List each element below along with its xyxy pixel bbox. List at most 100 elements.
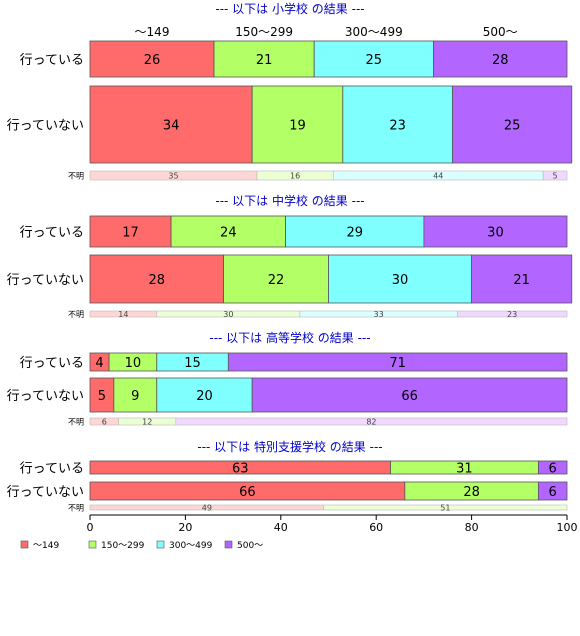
panel-title: --- 以下は 中学校 の結果 --- <box>215 193 364 208</box>
data-label: 34 <box>163 119 180 134</box>
bar-segment <box>170 215 286 248</box>
data-label: 63 <box>232 462 249 477</box>
panel-title: --- 以下は 特別支援学校 の結果 --- <box>197 439 382 454</box>
bar-segment <box>213 40 315 78</box>
row-label: 行っている <box>20 53 84 68</box>
data-label: 5 <box>553 172 558 181</box>
data-label: 15 <box>184 356 201 371</box>
data-label: 25 <box>366 53 383 68</box>
bar-segment <box>113 377 158 413</box>
bar-segment <box>328 254 473 304</box>
legend-swatch <box>20 540 29 549</box>
bar-segment <box>542 170 568 181</box>
bar-segment <box>227 352 568 372</box>
bar-segment <box>285 215 425 248</box>
bar-segment <box>537 481 568 501</box>
row-label: 不明 <box>68 418 84 427</box>
top-category-label: 150～299 <box>235 25 293 39</box>
data-label: 5 <box>98 389 106 404</box>
bar-segment <box>452 85 573 164</box>
data-label: 24 <box>220 226 237 241</box>
row-label: 行っていない <box>7 485 84 500</box>
data-label: 21 <box>513 273 530 288</box>
legend-label: 150～299 <box>101 541 145 551</box>
legend-swatch <box>88 540 97 549</box>
top-category-label: 300～499 <box>345 25 403 39</box>
bar-segment <box>433 40 568 78</box>
data-label: 6 <box>102 418 107 427</box>
x-tick-label: 80 <box>465 521 479 534</box>
data-label: 21 <box>256 53 273 68</box>
bar-segment <box>175 417 568 426</box>
legend-label: ～149 <box>33 541 59 551</box>
data-label: 31 <box>456 462 473 477</box>
data-label: 26 <box>144 53 161 68</box>
data-label: 12 <box>142 418 152 427</box>
bar-segment <box>89 85 253 164</box>
data-label: 66 <box>239 485 256 500</box>
data-label: 28 <box>463 485 480 500</box>
x-tick-label: 20 <box>178 521 192 534</box>
legend-label: 300～499 <box>169 541 213 551</box>
bar-segment <box>89 40 215 78</box>
x-tick-label: 60 <box>369 521 383 534</box>
row-label: 不明 <box>68 310 84 319</box>
data-label: 23 <box>507 310 517 319</box>
bar-segment <box>537 460 568 475</box>
bar-segment <box>471 254 573 304</box>
data-label: 30 <box>392 273 409 288</box>
x-tick-label: 100 <box>557 521 578 534</box>
data-label: 4 <box>95 356 103 371</box>
row-label: 行っていない <box>7 273 84 288</box>
data-label: 14 <box>118 310 128 319</box>
data-label: 17 <box>122 226 139 241</box>
bar-segment <box>323 504 568 511</box>
data-label: 71 <box>389 356 406 371</box>
bar-segment <box>423 215 568 248</box>
data-label: 44 <box>433 172 443 181</box>
x-tick-label: 40 <box>274 521 288 534</box>
data-label: 9 <box>131 389 139 404</box>
row-label: 行っている <box>20 226 84 241</box>
data-label: 23 <box>389 119 406 134</box>
top-category-label: 500～ <box>483 25 518 39</box>
data-label: 29 <box>346 226 363 241</box>
row-label: 行っていない <box>7 119 84 134</box>
bar-segment <box>251 377 568 413</box>
bar-segment <box>89 254 224 304</box>
top-category-label: ～149 <box>135 25 170 39</box>
panel-title: --- 以下は 高等学校 の結果 --- <box>209 330 370 345</box>
row-label: 不明 <box>68 172 84 181</box>
data-label: 30 <box>223 310 233 319</box>
data-label: 20 <box>196 389 213 404</box>
data-label: 28 <box>149 273 166 288</box>
row-label: 行っていない <box>7 389 84 404</box>
data-label: 35 <box>168 172 178 181</box>
data-label: 49 <box>202 504 212 513</box>
bar-segment <box>342 85 453 164</box>
data-label: 22 <box>268 273 285 288</box>
data-label: 30 <box>487 226 504 241</box>
data-label: 82 <box>366 418 376 427</box>
data-label: 66 <box>401 389 418 404</box>
x-tick-label: 0 <box>87 521 94 534</box>
bar-segment <box>456 310 568 318</box>
data-label: 6 <box>549 462 557 477</box>
bar-segment <box>251 85 344 164</box>
legend-swatch <box>156 540 165 549</box>
row-label: 行っている <box>20 462 84 477</box>
bar-segment <box>156 377 253 413</box>
data-label: 25 <box>504 119 521 134</box>
data-label: 28 <box>492 53 509 68</box>
data-label: 19 <box>289 119 306 134</box>
data-label: 33 <box>373 310 383 319</box>
data-label: 16 <box>290 172 300 181</box>
data-label: 10 <box>125 356 142 371</box>
legend-label: 500～ <box>237 541 263 551</box>
row-label: 行っている <box>20 356 84 371</box>
data-label: 51 <box>440 504 450 513</box>
panel-title: --- 以下は 小学校 の結果 --- <box>215 1 364 16</box>
data-label: 6 <box>549 485 557 500</box>
bar-segment <box>313 40 434 78</box>
row-label: 不明 <box>68 504 84 513</box>
